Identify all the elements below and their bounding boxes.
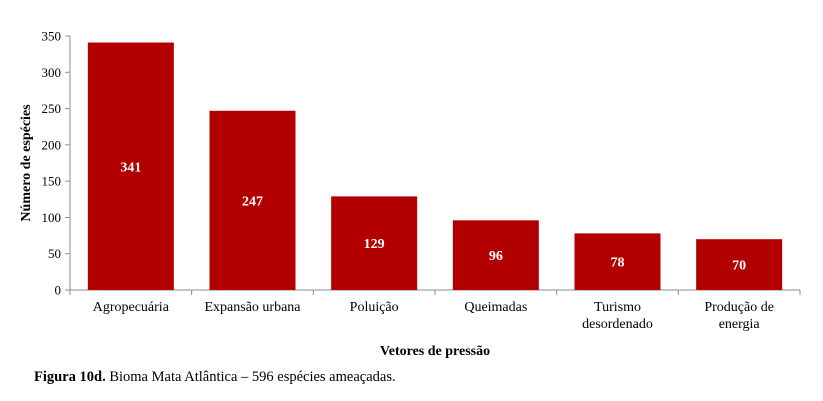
data-label: 70 — [732, 259, 746, 274]
x-tick-label-line: Turismo — [594, 300, 641, 315]
bar — [452, 220, 539, 290]
x-tick-label: Queimadas — [464, 300, 527, 315]
y-tick-label: 200 — [42, 137, 62, 152]
y-tick-label: 300 — [42, 65, 62, 80]
plot-area: 0 50 100 150 200 250 300 350 341 Agropecuária 247 E… — [19, 29, 801, 359]
x-tick-label-line: Poluição — [350, 300, 399, 315]
x-tick-label-line: Queimadas — [464, 300, 527, 315]
x-tick-label-line: energia — [719, 317, 761, 332]
y-tick-label: 0 — [55, 283, 62, 298]
x-tick-label: Expansão urbana — [204, 300, 301, 315]
bar — [331, 196, 418, 290]
x-tick-label: Agropecuária — [93, 300, 170, 315]
y-tick-label: 100 — [42, 210, 62, 225]
caption-text: Bioma Mata Atlântica – 596 espécies amea… — [105, 369, 396, 385]
data-label: 341 — [120, 160, 141, 175]
x-tick-label: Poluição — [350, 300, 399, 315]
bar-chart: 0 50 100 150 200 250 300 350 341 Agropecuária 247 E… — [19, 29, 801, 359]
data-label: 96 — [489, 249, 503, 264]
y-tick-label: 50 — [48, 246, 61, 261]
data-label: 129 — [364, 237, 385, 252]
bar — [87, 42, 174, 290]
figure-caption: Figura 10d. Bioma Mata Atlântica – 596 e… — [34, 369, 396, 386]
x-axis-label: Vetores de pressão — [380, 344, 490, 359]
y-tick-label: 350 — [42, 29, 62, 44]
x-tick-label-line: desordenado — [582, 317, 653, 332]
y-tick-label: 250 — [42, 101, 62, 116]
bar — [574, 233, 661, 290]
y-axis-label: Número de espécies — [19, 104, 34, 222]
x-tick-label: Turismo desordenado — [582, 300, 653, 332]
x-tick-label: Produção de energia — [704, 300, 774, 332]
y-tick-label: 150 — [42, 174, 62, 189]
data-label: 78 — [611, 256, 625, 271]
x-tick-label-line: Agropecuária — [93, 300, 170, 315]
bar — [696, 239, 783, 290]
x-tick-label-line: Expansão urbana — [204, 300, 301, 315]
caption-label: Figura 10d. — [34, 369, 106, 385]
x-tick-label-line: Produção de — [704, 300, 774, 315]
data-label: 247 — [242, 194, 263, 209]
bar — [209, 110, 296, 291]
